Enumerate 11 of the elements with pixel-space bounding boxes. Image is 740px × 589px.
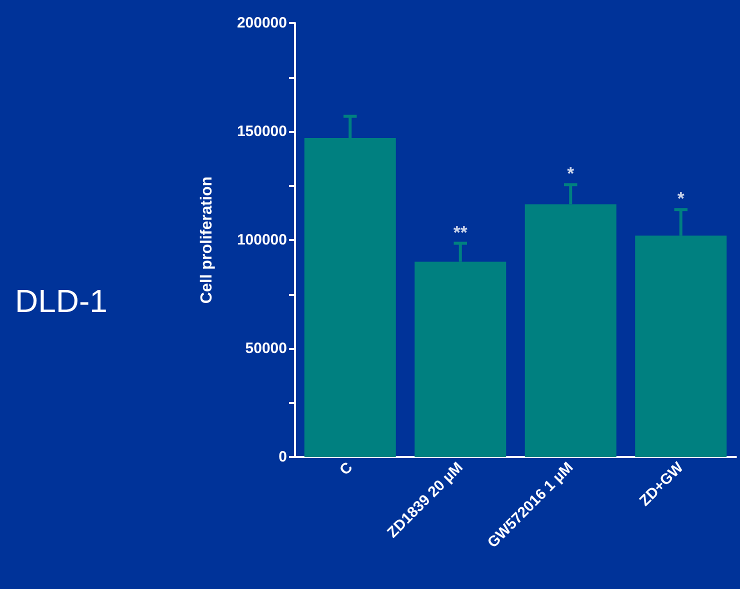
y-tick-label: 200000 <box>236 14 287 32</box>
y-tick-label: 50000 <box>245 340 287 357</box>
annotation: ** <box>453 222 468 242</box>
x-tick-label: C <box>336 458 356 479</box>
y-tick-label: 150000 <box>236 123 287 140</box>
y-tick-label: 100000 <box>236 232 287 248</box>
y-axis-title: Cell proliferation <box>198 176 216 304</box>
annotation: * <box>677 188 684 209</box>
text: DLD-1 <box>15 283 108 319</box>
y-tick-label: 0 <box>278 448 287 466</box>
annotation: * <box>567 164 574 184</box>
